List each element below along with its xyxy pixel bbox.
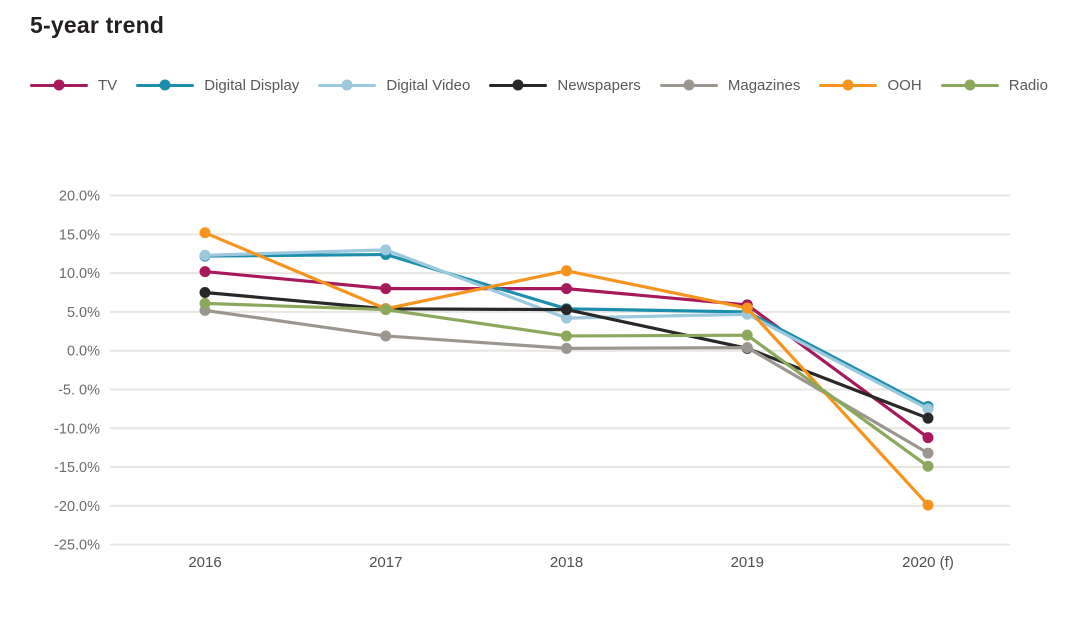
data-point-ooh [741, 302, 753, 314]
y-axis-tick-label: -15.0% [54, 460, 100, 476]
data-point-newspapers [561, 304, 572, 316]
data-point-ooh [199, 227, 211, 239]
legend-item-radio: Radio [940, 76, 1048, 94]
y-axis-tick-label: 5.0% [67, 305, 100, 321]
legend-label: Digital Video [386, 76, 471, 94]
y-axis-tick-label: -25.0% [54, 538, 100, 554]
y-axis-tick-label: 20.0% [59, 189, 100, 205]
data-point-digital-video [380, 244, 392, 256]
legend-item-digital-display: Digital Display [136, 77, 299, 94]
data-point-tv [922, 432, 934, 444]
legend-marker-icon [30, 79, 88, 91]
data-point-ooh [922, 499, 934, 511]
data-point-radio [561, 330, 572, 342]
legend-item-digital-video: Digital Video [318, 77, 470, 94]
data-point-digital-video [922, 403, 934, 415]
x-axis-label: 2016 [188, 554, 221, 571]
y-axis-tick-label: -10.0% [54, 421, 100, 437]
legend-marker-icon [489, 79, 548, 91]
y-axis-tick-label: -20.0% [54, 499, 100, 515]
legend-marker-icon [819, 79, 878, 91]
series-line-tv [203, 269, 930, 440]
data-point-magazines [561, 342, 572, 354]
legend-label: Digital Display [204, 76, 300, 94]
legend-label: Magazines [727, 76, 801, 94]
legend-marker-icon [659, 79, 718, 91]
data-point-digital-video [561, 312, 572, 324]
legend-item-newspapers: Newspapers [489, 76, 641, 94]
data-point-magazines [922, 447, 934, 459]
chart-title: 5-year trend [30, 12, 165, 38]
legend-marker-icon [318, 79, 377, 91]
x-axis-label: 2017 [369, 554, 402, 571]
legend-label: OOH [887, 76, 922, 94]
y-axis-tick-label: -5. 0% [58, 382, 100, 398]
x-axis-label: 2020 (f) [902, 554, 954, 571]
legend-label: Newspapers [557, 76, 641, 94]
data-point-tv [199, 266, 211, 278]
data-point-magazines [741, 342, 753, 354]
legend-item-ooh: OOH [819, 76, 922, 94]
data-point-digital-video [199, 249, 211, 261]
x-axis-label: 2018 [550, 554, 583, 571]
data-point-ooh [561, 265, 572, 277]
legend-marker-icon [940, 79, 999, 91]
data-point-radio [741, 329, 753, 341]
data-point-radio [199, 297, 211, 309]
data-point-radio [922, 460, 934, 472]
data-point-magazines [380, 330, 392, 342]
y-axis-tick-label: 0.0% [67, 344, 100, 360]
legend-marker-icon [136, 79, 195, 91]
chart-legend: TV Digital Display Digital Video Newspapers… [30, 76, 1048, 94]
legend-item-tv: TV [30, 77, 117, 94]
data-point-tv [380, 283, 392, 295]
data-point-newspapers [199, 287, 211, 299]
y-axis-tick-label: 10.0% [59, 266, 100, 282]
x-axis-label: 2019 [731, 554, 764, 571]
legend-label: Radio [1008, 76, 1048, 94]
data-point-newspapers [922, 412, 934, 424]
data-point-radio [380, 304, 392, 316]
legend-item-magazines: Magazines [659, 76, 801, 94]
data-point-tv [561, 283, 572, 295]
y-axis-tick-label: 15.0% [59, 227, 100, 243]
legend-label: TV [98, 76, 118, 94]
